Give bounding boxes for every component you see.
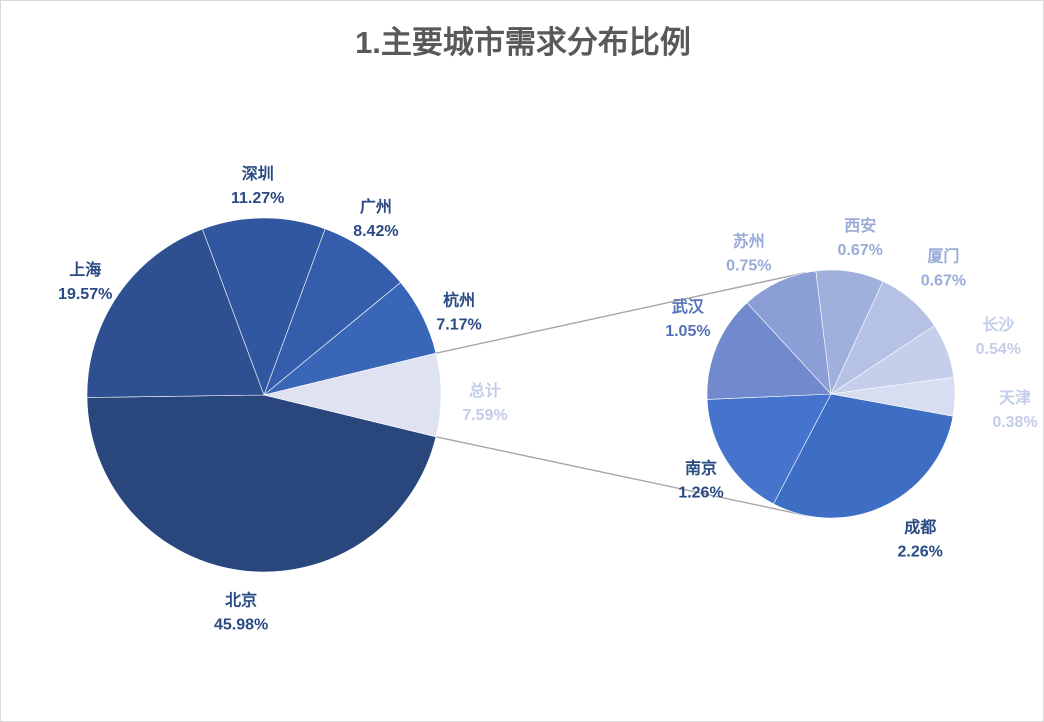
sec-label-name-5: 厦门 [927,247,959,266]
main-label-3: 广州 8.42% [353,197,398,240]
main-label-value-0: 45.98% [214,617,268,634]
main-label-0: 北京 45.98% [214,591,268,634]
sec-slice-1 [706,393,832,505]
sec-label-value-2: 1.05% [665,323,710,340]
main-slice-2 [202,217,326,396]
sec-label-name-7: 天津 [999,389,1031,407]
sec-label-4: 西安 0.67% [838,216,883,259]
main-pie [86,217,442,573]
sec-label-3: 苏州 0.75% [726,232,771,275]
main-label-value-3: 8.42% [353,223,398,240]
connector-lines [435,272,808,517]
sec-label-value-3: 0.75% [726,258,771,275]
sec-label-value-0: 2.26% [898,543,943,560]
sec-label-6: 长沙 0.54% [976,315,1021,358]
sec-label-2: 武汉 1.05% [665,297,710,340]
sec-label-name-3: 苏州 [733,232,765,251]
sec-label-value-7: 0.38% [992,414,1037,431]
main-label-value-1: 19.57% [58,286,112,303]
main-label-name-1: 上海 [69,260,101,279]
sec-label-value-5: 0.67% [921,273,966,290]
main-slice-3 [263,228,402,396]
connector-line-bottom [435,436,808,517]
main-slice-0 [86,394,437,573]
sec-label-1: 南京 1.26% [678,459,723,502]
main-label-value-5: 7.59% [462,407,507,424]
sec-label-name-1: 南京 [685,459,717,478]
sec-label-name-2: 武汉 [672,297,705,316]
connector-line-top [435,272,806,354]
sec-slice-7 [830,376,956,417]
chart-title: 1.主要城市需求分布比例 [355,25,691,60]
main-label-name-2: 深圳 [242,164,274,183]
sec-label-5: 厦门 0.67% [921,247,966,290]
main-label-4: 杭州 7.17% [436,290,481,333]
main-label-1: 上海 19.57% [58,260,112,303]
sec-label-name-6: 长沙 [982,315,1014,334]
main-slice-5 [263,352,442,438]
sec-label-value-6: 0.54% [976,341,1021,358]
main-label-2: 深圳 11.27% [231,164,284,207]
main-label-name-3: 广州 [360,197,392,216]
sec-label-name-4: 西安 [844,216,876,235]
main-label-name-4: 杭州 [443,290,475,309]
sec-slice-0 [773,393,954,519]
sec-slice-2 [706,302,832,400]
sec-label-value-4: 0.67% [838,242,883,259]
main-label-name-5: 总计 [469,381,501,400]
sec-slice-3 [746,270,832,395]
main-label-5: 总计 7.59% [462,381,507,424]
main-slice-1 [86,228,265,398]
data-labels: 北京 45.98% 上海 19.57% 深圳 11.27% 广州 8.42% 杭州 7.17% 总计… [58,164,1038,634]
sec-label-name-0: 成都 [904,517,936,536]
main-label-value-4: 7.17% [436,316,481,333]
main-label-name-0: 北京 [225,591,257,610]
main-label-value-2: 11.27% [231,190,284,207]
secondary-pie [706,269,956,519]
sec-label-value-1: 1.26% [678,485,723,502]
sec-label-7: 天津 0.38% [992,389,1037,431]
sec-label-0: 成都 2.26% [898,517,943,560]
